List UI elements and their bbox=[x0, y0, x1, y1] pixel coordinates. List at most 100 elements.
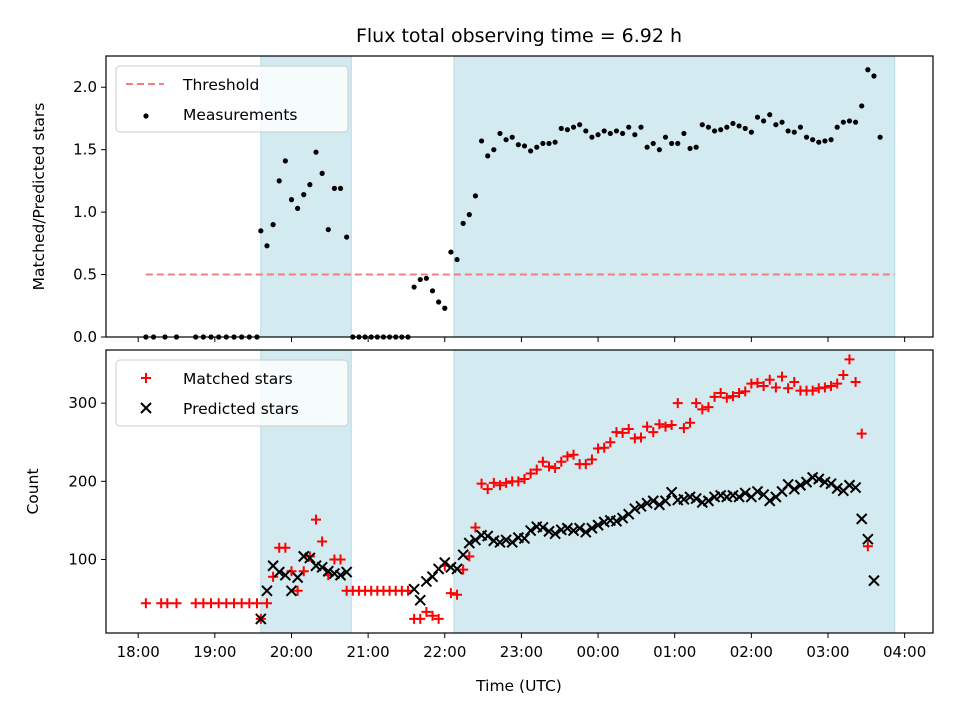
matched-star-point bbox=[678, 423, 689, 434]
predicted-star-point bbox=[334, 569, 347, 581]
matched-star-point bbox=[513, 476, 524, 487]
legend-label: Predicted stars bbox=[183, 400, 299, 418]
measurement-point bbox=[828, 137, 834, 143]
predicted-star-point bbox=[291, 571, 304, 584]
matched-star-point bbox=[758, 380, 769, 391]
matched-star-point bbox=[642, 421, 653, 432]
matched-star-point bbox=[580, 459, 591, 470]
predicted-star-point bbox=[678, 493, 690, 506]
predicted-star-point bbox=[518, 532, 531, 545]
predicted-star-point bbox=[868, 574, 880, 587]
y-tick-label: 300 bbox=[68, 394, 97, 412]
measurement-point bbox=[344, 234, 350, 240]
measurement-point bbox=[791, 129, 797, 135]
measurement-point bbox=[497, 130, 503, 137]
y-tick-label: 100 bbox=[68, 551, 97, 569]
measurement-point bbox=[852, 119, 859, 125]
predicted-star-point bbox=[463, 537, 476, 549]
matched-star-point bbox=[832, 378, 843, 389]
measurement-point bbox=[669, 140, 675, 147]
measurement-point bbox=[264, 243, 270, 249]
predicted-star-point bbox=[261, 585, 273, 597]
matched-star-point bbox=[501, 477, 512, 488]
measurement-point bbox=[865, 67, 871, 73]
measurement-point bbox=[558, 125, 564, 132]
measurement-point bbox=[742, 125, 748, 132]
legend-predicted-swatch bbox=[140, 402, 152, 414]
predicted-star-point bbox=[825, 477, 837, 490]
matched-star-point bbox=[292, 585, 303, 596]
matched-star-point bbox=[476, 478, 487, 489]
predicted-star-point bbox=[414, 594, 426, 606]
measurement-point bbox=[681, 130, 687, 137]
measurement-point bbox=[528, 148, 534, 154]
predicted-star-point bbox=[610, 515, 623, 527]
matched-star-point bbox=[672, 398, 683, 409]
predicted-star-point bbox=[843, 479, 856, 491]
measurement-point bbox=[258, 228, 264, 234]
predicted-star-point bbox=[340, 566, 353, 578]
y-tick-label: 1.5 bbox=[73, 141, 97, 159]
measurement-point bbox=[693, 144, 699, 150]
count-panel-yticks: 100 200 300 bbox=[68, 394, 106, 569]
predicted-star-point bbox=[457, 549, 469, 561]
predicted-star-point bbox=[647, 495, 659, 507]
measurements-series bbox=[143, 67, 883, 340]
measurement-point bbox=[638, 124, 644, 130]
matched-star-point bbox=[685, 417, 696, 428]
measurement-point bbox=[288, 197, 295, 203]
measurement-point bbox=[730, 120, 736, 127]
measurement-point bbox=[767, 112, 773, 118]
matched-star-point bbox=[783, 383, 794, 394]
matched-star-point bbox=[304, 551, 315, 562]
measurement-point bbox=[626, 124, 632, 130]
matched-star-point bbox=[162, 598, 173, 609]
measurement-point bbox=[534, 144, 540, 150]
x-tick-label: 23:00 bbox=[500, 643, 543, 661]
matched-star-point bbox=[605, 437, 616, 448]
measurement-point bbox=[552, 139, 558, 145]
predicted-star-point bbox=[800, 476, 813, 488]
y-tick-label: 200 bbox=[68, 472, 97, 490]
measurement-point bbox=[423, 275, 429, 281]
count-panel-frame bbox=[105, 349, 934, 634]
predicted-star-point bbox=[788, 483, 800, 495]
matched-star-point bbox=[635, 432, 646, 443]
matched-star-point bbox=[752, 377, 763, 388]
ratio-panel: 0.00.51.01.52.0 Matched/Predicted stars … bbox=[30, 55, 934, 346]
matched-star-point bbox=[421, 606, 432, 617]
measurement-point bbox=[718, 127, 724, 133]
measurement-point bbox=[705, 124, 712, 130]
matched-star-point bbox=[764, 374, 775, 385]
count-series bbox=[140, 354, 880, 625]
chart-title: Flux total observing time = 6.92 h bbox=[356, 25, 682, 47]
matched-star-point bbox=[623, 423, 634, 434]
predicted-star-point bbox=[439, 556, 451, 569]
matched-star-point bbox=[531, 464, 542, 475]
measurement-point bbox=[546, 140, 552, 147]
predicted-star-point bbox=[543, 525, 555, 538]
matched-star-point bbox=[856, 428, 867, 439]
measurement-point bbox=[485, 153, 491, 159]
matched-star-point bbox=[715, 387, 726, 398]
predicted-star-point bbox=[862, 533, 874, 545]
measurement-point bbox=[736, 123, 742, 129]
predicted-star-point bbox=[451, 563, 463, 575]
predicted-star-point bbox=[653, 499, 666, 511]
predicted-star-point bbox=[702, 495, 715, 507]
legend-box bbox=[115, 65, 349, 133]
measurement-point bbox=[840, 119, 846, 125]
measurement-point bbox=[509, 134, 515, 140]
predicted-star-point bbox=[739, 487, 751, 499]
matched-star-point bbox=[826, 380, 837, 391]
measurement-point bbox=[583, 128, 589, 134]
measurement-point bbox=[472, 193, 479, 199]
measurement-point bbox=[577, 122, 583, 128]
measurement-point bbox=[810, 137, 816, 143]
matched-star-point bbox=[838, 370, 849, 381]
matched-star-point bbox=[317, 536, 328, 547]
predicted-star-point bbox=[524, 524, 537, 537]
measurement-point bbox=[662, 134, 669, 140]
measurement-point bbox=[675, 140, 681, 147]
matched-star-point bbox=[311, 514, 322, 525]
